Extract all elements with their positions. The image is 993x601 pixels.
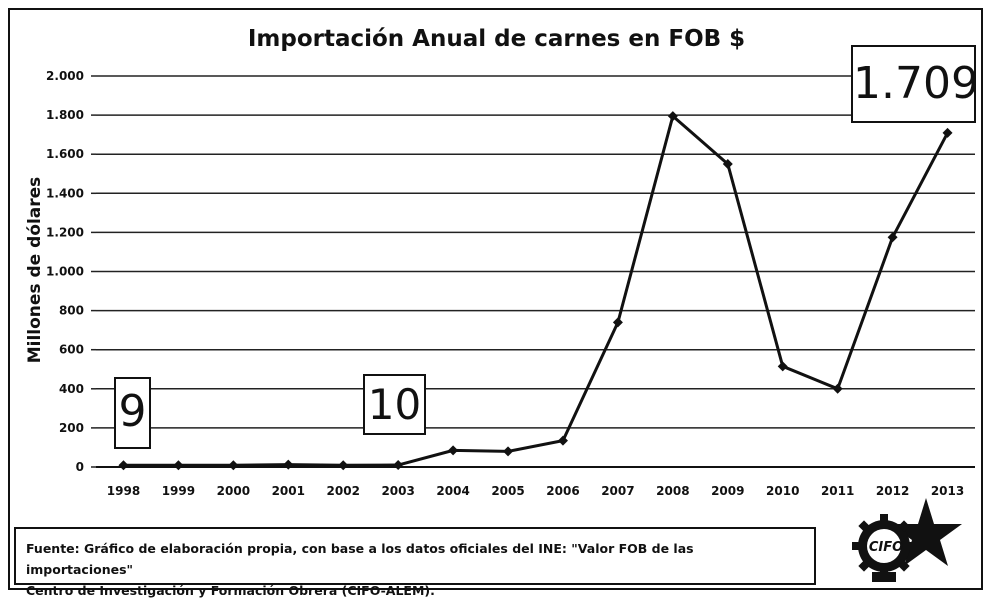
- y-axis-label: Millones de dólares: [25, 177, 45, 364]
- data-point-marker: [228, 460, 239, 471]
- data-point-marker: [283, 459, 294, 470]
- source-line-2: Centro de Investigación y Formación Obre…: [26, 583, 435, 598]
- y-tick-label: 800: [59, 304, 84, 318]
- chart-frame: [8, 8, 983, 590]
- x-tick-label: 2003: [381, 484, 414, 498]
- y-tick-label: 1.400: [46, 186, 84, 200]
- y-tick-label: 1.800: [46, 108, 84, 122]
- data-point-marker: [503, 446, 514, 457]
- data-point-marker: [173, 460, 184, 471]
- data-point-marker: [338, 460, 349, 471]
- annotation-2003: 10: [363, 374, 426, 435]
- y-tick-label: 2.000: [46, 69, 84, 83]
- source-note: Fuente: Gráfico de elaboración propia, c…: [14, 527, 816, 598]
- gear-star-logo-icon: CIFO: [852, 498, 962, 582]
- x-tick-labels: 1998 1999 2000 2001 2002 2003 2004 2005 2006 2007…: [107, 484, 964, 498]
- x-tick-label: 2006: [546, 484, 579, 498]
- x-tick-label: 2011: [821, 484, 854, 498]
- x-tick-label: 2004: [436, 484, 469, 498]
- data-point-marker: [393, 460, 404, 471]
- y-tick-label: 1.600: [46, 147, 84, 161]
- svg-text:CIFO: CIFO: [869, 540, 903, 555]
- data-point-marker: [887, 232, 898, 243]
- x-tick-label: 2005: [491, 484, 524, 498]
- x-tick-label: 1998: [107, 484, 140, 498]
- x-tick-label: 2000: [217, 484, 250, 498]
- y-tick-labels: 0 200 400 600 800 1.000 1.200 1.400 1.600 1.800 2.…: [46, 69, 84, 474]
- data-point-marker: [448, 445, 459, 456]
- data-point-marker: [942, 127, 953, 138]
- annotation-2013: 1.709: [851, 45, 979, 123]
- y-tick-label: 600: [59, 343, 84, 357]
- x-tick-label: 2012: [876, 484, 909, 498]
- data-point-marker: [667, 111, 678, 122]
- x-tick-label: 2008: [656, 484, 689, 498]
- data-point-marker: [722, 158, 733, 169]
- series-line: [118, 111, 953, 471]
- data-point-marker: [557, 435, 568, 446]
- x-tick-label: 2013: [931, 484, 964, 498]
- x-tick-label: 2007: [601, 484, 634, 498]
- data-point-marker: [118, 460, 129, 471]
- chart-title: Importación Anual de carnes en FOB $: [247, 26, 746, 52]
- x-tick-label: 2002: [327, 484, 360, 498]
- x-tick-label: 1999: [162, 484, 195, 498]
- source-line-1: Fuente: Gráfico de elaboración propia, c…: [26, 541, 694, 577]
- x-tick-label: 2001: [272, 484, 305, 498]
- x-tick-label: 2009: [711, 484, 744, 498]
- data-point-marker: [612, 317, 623, 328]
- gridlines: [91, 75, 975, 468]
- data-point-marker: [777, 361, 788, 372]
- annotation-1998: 9: [114, 377, 151, 449]
- series-line-path: [123, 114, 949, 467]
- y-tick-label: 200: [59, 421, 84, 435]
- data-point-marker: [832, 383, 843, 394]
- y-tick-label: 1.000: [46, 265, 84, 279]
- y-tick-label: 0: [76, 460, 84, 474]
- y-tick-label: 400: [59, 382, 84, 396]
- y-tick-label: 1.200: [46, 225, 84, 239]
- x-tick-label: 2010: [766, 484, 799, 498]
